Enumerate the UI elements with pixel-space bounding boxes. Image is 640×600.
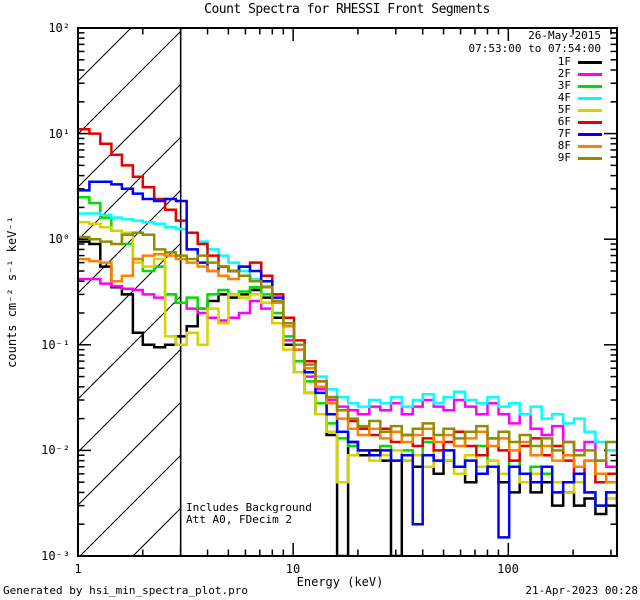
x-tick-label-1: 1: [74, 562, 82, 576]
y-tick-label-1e-3: 10⁻³: [41, 549, 70, 563]
legend-label: 4F: [557, 91, 571, 104]
legend-item-8F: 8F: [545, 140, 602, 152]
legend-label: 5F: [557, 103, 571, 116]
x-tick-label-100: 100: [497, 562, 519, 576]
y-axis-label: counts cm⁻² s⁻¹ keV⁻¹: [5, 216, 19, 368]
y-tick-label-1e-1: 10⁻¹: [41, 338, 70, 352]
series-9F: [78, 231, 618, 474]
spectra-series-group: [78, 127, 618, 557]
legend-color-swatch: [578, 72, 602, 76]
note-attenuator-state: Att A0, FDecim 2: [186, 513, 292, 526]
legend-color-swatch: [578, 84, 602, 88]
legend-label: 7F: [557, 127, 571, 140]
legend-item-7F: 7F: [545, 128, 602, 140]
legend-color-swatch: [578, 120, 602, 124]
observation-time-range: 07:53:00 to 07:54:00: [468, 42, 601, 55]
legend-label: 2F: [557, 67, 571, 80]
legend-color-swatch: [578, 132, 602, 136]
observation-date: 26-May-2015: [528, 29, 601, 42]
legend-item-9F: 9F: [545, 152, 602, 164]
plot-timestamp: 21-Apr-2023 00:28: [525, 584, 638, 597]
legend-color-swatch: [578, 156, 602, 160]
legend-label: 1F: [557, 55, 571, 68]
legend-color-swatch: [578, 96, 602, 100]
series-4F: [78, 212, 618, 456]
legend-item-4F: 4F: [545, 92, 602, 104]
series-7F: [78, 180, 618, 539]
legend-item-1F: 1F: [545, 56, 602, 68]
y-tick-label-1e1: 10¹: [48, 127, 70, 141]
legend-color-swatch: [578, 60, 602, 64]
y-tick-label-1e0: 10⁰: [48, 232, 70, 246]
legend-label: 8F: [557, 139, 571, 152]
legend-item-2F: 2F: [545, 68, 602, 80]
generated-by-text: Generated by hsi_min_spectra_plot.pro: [3, 584, 249, 597]
hatched-region: [78, 28, 181, 556]
note-includes-background: Includes Background: [186, 501, 312, 514]
legend-item-6F: 6F: [545, 116, 602, 128]
page-title: Count Spectra for RHESSI Front Segments: [204, 2, 490, 17]
legend-color-swatch: [578, 144, 602, 148]
legend-label: 9F: [557, 151, 571, 164]
legend-color-swatch: [578, 108, 602, 112]
legend-label: 6F: [557, 115, 571, 128]
plot-border: [77, 27, 618, 557]
legend-label: 3F: [557, 79, 571, 92]
legend-item-3F: 3F: [545, 80, 602, 92]
x-axis-label: Energy (keV): [296, 575, 384, 589]
series-legend: 1F 2F 3F 4F 5F 6F 7F 8F 9F: [545, 56, 602, 164]
x-tick-label-10: 10: [285, 562, 301, 576]
y-tick-label-1e2: 10²: [48, 21, 70, 35]
y-tick-label-1e-2: 10⁻²: [41, 443, 70, 457]
legend-item-5F: 5F: [545, 104, 602, 116]
